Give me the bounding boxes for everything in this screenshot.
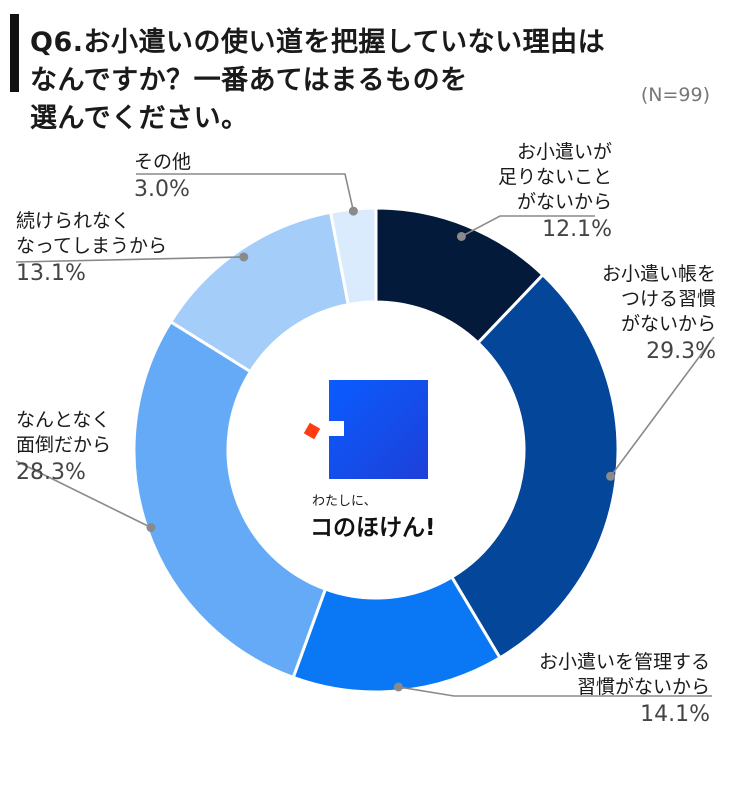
leader-dot-2 (393, 682, 403, 692)
leader-dot-4 (239, 252, 249, 262)
leader-line-3 (15, 460, 152, 529)
title-line-2: なんですか？一番あてはまるものを (30, 65, 468, 96)
slice-label-line: なってしまうから (16, 235, 168, 257)
slice-label-not-short: お小遣いが 足りないこと がないから 12.1% (498, 140, 612, 245)
slice-percent: 14.1% (640, 702, 710, 727)
chart-title: Q6.お小遣いの使い道を把握していない理由は なんですか？一番あてはまるものを … (30, 24, 605, 138)
slice-label-no-management-habit: お小遣いを管理する 習慣がないから 14.1% (539, 650, 710, 730)
slice-label-line: 面倒だから (16, 434, 112, 456)
slice-label-line: がないから (620, 313, 716, 335)
slice-percent: 3.0% (134, 177, 190, 202)
title-line-1: Q6.お小遣いの使い道を把握していない理由は (30, 27, 606, 58)
slice-label-line: 続けられなく (16, 210, 131, 232)
slice-percent: 29.3% (646, 339, 716, 364)
leader-line-4 (15, 256, 244, 263)
slice-label-line: つける習慣 (620, 288, 716, 310)
slice-label-line: お小遣いを管理する (538, 651, 710, 673)
slice-label-no-ledger-habit: お小遣い帳を つける習慣 がないから 29.3% (602, 262, 716, 367)
slice-label-line: がないから (516, 191, 612, 213)
brand-logo-square (329, 380, 428, 479)
slice-label-bothersome: なんとなく 面倒だから 28.3% (16, 408, 111, 488)
leader-line-5 (136, 173, 355, 212)
title-line-3: 選んでください。 (30, 103, 249, 134)
leader-line-2 (398, 686, 712, 697)
sample-size-note: (N=99) (640, 84, 710, 106)
slice-percent: 12.1% (542, 217, 612, 242)
slice-percent: 28.3% (16, 460, 86, 485)
leader-dot-5 (348, 206, 358, 216)
slice-label-other: その他 3.0% (134, 150, 191, 205)
slice-label-line: 習慣がないから (576, 676, 710, 698)
brand-tagline: わたしに、 (312, 494, 377, 509)
slice-percent: 13.1% (16, 261, 86, 286)
donut-slice-3 (132, 319, 328, 680)
leader-dot-1 (606, 471, 616, 481)
leader-line-1 (609, 336, 715, 477)
slice-label-line: なんとなく (16, 409, 111, 431)
leader-dot-3 (146, 523, 156, 533)
slice-label-line: お小遣いが (516, 141, 612, 163)
leader-line-0 (461, 215, 595, 238)
donut-slice-1 (449, 272, 620, 660)
slice-label-line: 足りないこと (497, 166, 612, 188)
brand-logo-notch (322, 421, 344, 436)
slice-label-cannot-continue: 続けられなく なってしまうから 13.1% (16, 209, 167, 289)
slice-label-line: お小遣い帳を (601, 263, 716, 285)
slice-label-line: その他 (134, 151, 192, 173)
brand-name: コのほけん! (310, 515, 436, 541)
leader-dot-0 (456, 231, 466, 241)
donut-slice-5 (328, 206, 378, 307)
title-accent-bar (10, 14, 19, 92)
